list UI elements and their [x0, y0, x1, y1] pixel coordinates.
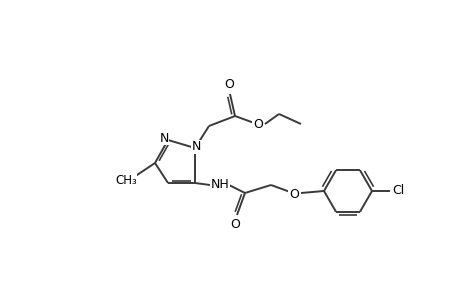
Text: CH₃: CH₃	[115, 175, 137, 188]
Text: O: O	[288, 188, 298, 200]
Text: NH: NH	[210, 178, 229, 191]
Text: N: N	[159, 131, 168, 145]
Text: O: O	[224, 79, 234, 92]
Text: Cl: Cl	[391, 184, 403, 197]
Text: O: O	[230, 218, 240, 230]
Text: N: N	[191, 140, 200, 154]
Text: O: O	[252, 118, 263, 131]
